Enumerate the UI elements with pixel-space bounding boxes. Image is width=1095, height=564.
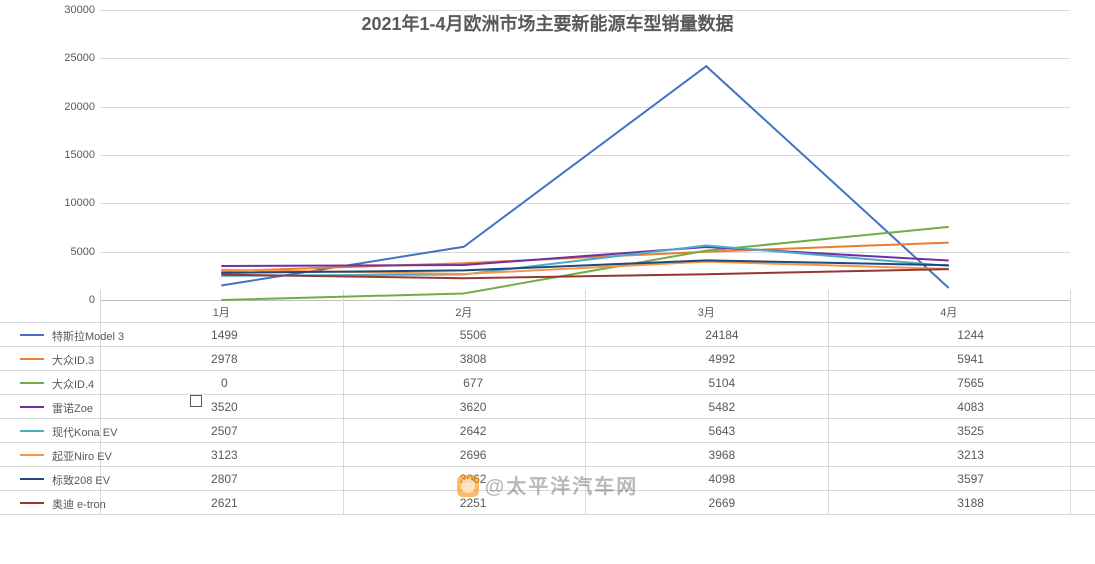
table-row: 特斯拉Model 314995506241841244 (0, 322, 1095, 346)
chart-container: 2021年1-4月欧洲市场主要新能源车型销量数据 050001000015000… (0, 0, 1095, 564)
x-tick-label: 4月 (940, 304, 957, 320)
table-row: 标致208 EV2807306240983597 (0, 466, 1095, 490)
y-tick-label: 20000 (55, 101, 95, 113)
data-table: 特斯拉Model 314995506241841244大众ID.32978380… (0, 322, 1095, 515)
table-row: 奥迪 e-tron2621225126693188 (0, 490, 1095, 514)
table-cell: 5643 (598, 424, 847, 438)
x-tick-label: 2月 (455, 304, 472, 320)
table-row: 现代Kona EV2507264256433525 (0, 418, 1095, 442)
table-cell: 4992 (598, 352, 847, 366)
table-cell: 2251 (349, 496, 598, 510)
legend-line-icon (20, 406, 44, 408)
table-row: 雷诺Zoe3520362054824083 (0, 394, 1095, 418)
table-cell: 3525 (846, 424, 1095, 438)
table-row: 大众ID.32978380849925941 (0, 346, 1095, 370)
table-cell: 2621 (100, 496, 349, 510)
table-row: 大众ID.4067751047565 (0, 370, 1095, 394)
table-cell: 2642 (349, 424, 598, 438)
x-tick-label: 1月 (213, 304, 230, 320)
legend-line-icon (20, 382, 44, 384)
table-cell: 1499 (100, 328, 349, 342)
table-cell: 3188 (846, 496, 1095, 510)
table-cell: 3968 (598, 448, 847, 462)
table-cell: 3123 (100, 448, 349, 462)
legend-line-icon (20, 502, 44, 504)
table-cell: 2978 (100, 352, 349, 366)
table-cell: 4098 (598, 472, 847, 486)
line-series-layer (100, 10, 1070, 300)
table-row: 起亚Niro EV3123269639683213 (0, 442, 1095, 466)
table-cell: 3062 (349, 472, 598, 486)
table-cell: 3597 (846, 472, 1095, 486)
table-cell: 5482 (598, 400, 847, 414)
y-tick-label: 25000 (55, 52, 95, 64)
table-cell: 2507 (100, 424, 349, 438)
legend-line-icon (20, 478, 44, 480)
y-tick-label: 30000 (55, 4, 95, 16)
legend-line-icon (20, 430, 44, 432)
table-cell: 7565 (846, 376, 1095, 390)
y-tick-label: 0 (55, 294, 95, 306)
table-cell: 0 (100, 376, 349, 390)
table-cell: 5941 (846, 352, 1095, 366)
table-cell: 1244 (846, 328, 1095, 342)
legend-line-icon (20, 334, 44, 336)
table-cell: 5104 (598, 376, 847, 390)
series-line (221, 269, 949, 278)
table-cell: 24184 (598, 328, 847, 342)
table-cell: 3808 (349, 352, 598, 366)
table-cell: 3520 (100, 400, 349, 414)
y-tick-label: 10000 (55, 197, 95, 209)
table-cell: 2807 (100, 472, 349, 486)
table-cell: 2696 (349, 448, 598, 462)
y-tick-label: 5000 (55, 246, 95, 258)
x-tick-label: 3月 (698, 304, 715, 320)
legend-line-icon (20, 358, 44, 360)
table-cell: 2669 (598, 496, 847, 510)
legend-line-icon (20, 454, 44, 456)
y-tick-label: 15000 (55, 149, 95, 161)
table-cell: 3213 (846, 448, 1095, 462)
table-cell: 677 (349, 376, 598, 390)
table-cell: 5506 (349, 328, 598, 342)
table-cell: 3620 (349, 400, 598, 414)
table-cell: 4083 (846, 400, 1095, 414)
